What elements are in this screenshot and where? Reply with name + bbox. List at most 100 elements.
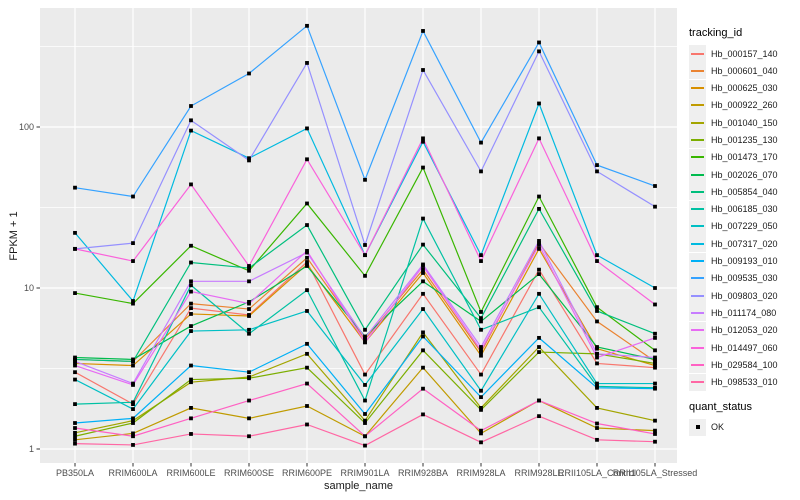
data-point	[595, 385, 599, 390]
data-point	[595, 421, 599, 426]
data-point	[653, 286, 657, 290]
legend-item-Hb_011174_080: Hb_011174_080	[689, 304, 799, 322]
data-point	[537, 246, 541, 251]
data-point	[189, 279, 193, 284]
data-point	[421, 365, 425, 370]
data-point	[537, 243, 541, 247]
data-point	[247, 434, 251, 439]
data-point	[653, 381, 657, 386]
data-point	[131, 407, 135, 411]
data-point	[479, 395, 483, 400]
data-point	[305, 351, 309, 356]
data-point	[537, 414, 541, 419]
x-axis-title: sample_name	[323, 480, 394, 492]
legend-item-Hb_001235_130: Hb_001235_130	[689, 131, 799, 149]
legend-key-swatch	[689, 79, 706, 97]
data-point	[479, 406, 483, 410]
data-point	[421, 267, 425, 272]
x-tick-label: PB350LA	[56, 468, 94, 478]
data-point	[537, 345, 541, 349]
data-point	[537, 335, 541, 340]
data-point	[421, 68, 425, 72]
data-point	[421, 242, 425, 247]
data-point	[653, 335, 657, 340]
data-point	[247, 370, 251, 375]
data-point	[421, 348, 425, 353]
data-point	[189, 301, 193, 306]
legend-item-label: Hb_000922_260	[711, 100, 778, 111]
data-point	[247, 327, 251, 332]
data-point	[595, 437, 599, 442]
data-point	[537, 272, 541, 276]
legend-item-label: Hb_029584_100	[711, 359, 778, 370]
data-point	[653, 363, 657, 368]
legend-key-swatch	[689, 131, 706, 149]
legend-key-line	[691, 173, 704, 176]
data-point	[421, 29, 425, 33]
legend-key-line	[691, 87, 704, 90]
legend-key-line	[691, 69, 704, 72]
data-point	[247, 71, 251, 76]
legend-key-swatch	[689, 269, 706, 287]
data-point	[131, 418, 135, 423]
legend-item-Hb_009535_030: Hb_009535_030	[689, 269, 799, 287]
legend-key-swatch	[689, 96, 706, 114]
legend-item-Hb_009803_020: Hb_009803_020	[689, 287, 799, 305]
legend-item-Hb_012053_020: Hb_012053_020	[689, 321, 799, 339]
legend-item-label: Hb_000625_030	[711, 83, 778, 94]
legend-key-swatch	[689, 235, 706, 253]
legend-item-Hb_001473_170: Hb_001473_170	[689, 148, 799, 166]
data-point	[247, 331, 251, 336]
data-point	[537, 291, 541, 296]
data-point	[363, 177, 367, 182]
data-point	[479, 372, 483, 377]
legend-key-swatch	[689, 183, 706, 201]
data-point	[305, 365, 309, 370]
legend-key-swatch	[689, 339, 706, 357]
legend-key-line	[691, 104, 704, 107]
data-point	[653, 204, 657, 209]
legend-key-line	[691, 242, 704, 245]
x-tick-label: RRIM928LA	[456, 468, 505, 478]
data-point	[537, 49, 541, 54]
data-point	[363, 412, 367, 416]
legend-item-label: Hb_000157_140	[711, 48, 778, 59]
data-point	[189, 406, 193, 410]
data-point	[247, 416, 251, 421]
legend-item-label: Hb_014497_060	[711, 342, 778, 353]
legend-item-label: Hb_098533_010	[711, 377, 778, 388]
data-point	[131, 383, 135, 387]
legend-item-label: Hb_006185_030	[711, 204, 778, 215]
legend-key-line	[691, 190, 704, 193]
data-point	[421, 136, 425, 141]
legend-item-label: Hb_012053_020	[711, 325, 778, 336]
x-tick-label: RRII105LA_Control	[558, 468, 636, 478]
y-tick-label: 1	[29, 444, 34, 454]
data-point	[479, 327, 483, 332]
data-point	[595, 345, 599, 349]
data-point	[653, 357, 657, 362]
data-point	[305, 223, 309, 227]
legend-key-line	[691, 329, 704, 332]
legend-item-label: Hb_001473_170	[711, 152, 778, 163]
data-point	[305, 404, 309, 408]
data-point	[73, 430, 77, 435]
data-point	[653, 331, 657, 336]
data-point	[73, 434, 77, 439]
data-point	[73, 355, 77, 360]
legend-key-swatch	[689, 304, 706, 322]
legend-key-swatch	[689, 356, 706, 374]
legend-key-swatch	[689, 200, 706, 218]
legend-key-swatch	[689, 287, 706, 305]
data-point	[73, 230, 77, 235]
data-point	[537, 40, 541, 45]
data-point	[537, 101, 541, 106]
data-point	[595, 163, 599, 167]
data-point	[189, 118, 193, 123]
data-point	[189, 306, 193, 311]
data-point	[421, 330, 425, 335]
data-point	[305, 201, 309, 206]
data-point	[73, 402, 77, 407]
y-tick-label: 100	[19, 122, 34, 132]
data-point	[363, 243, 367, 247]
